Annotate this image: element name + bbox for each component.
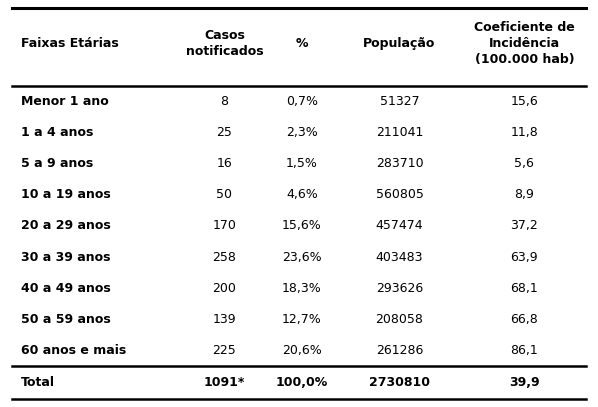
Text: População: População (363, 37, 436, 50)
Text: 208058: 208058 (376, 313, 423, 326)
Text: 30 a 39 anos: 30 a 39 anos (20, 250, 110, 263)
Text: 8,9: 8,9 (514, 188, 534, 201)
Text: 23,6%: 23,6% (282, 250, 322, 263)
Text: 20 a 29 anos: 20 a 29 anos (20, 219, 110, 232)
Text: Menor 1 ano: Menor 1 ano (20, 95, 108, 108)
Text: 225: 225 (212, 344, 236, 357)
Text: 16: 16 (216, 158, 232, 171)
Text: 211041: 211041 (376, 126, 423, 139)
Text: 139: 139 (212, 313, 236, 326)
Text: 2,3%: 2,3% (286, 126, 318, 139)
Text: 37,2: 37,2 (511, 219, 538, 232)
Text: 403483: 403483 (376, 250, 423, 263)
Text: 560805: 560805 (376, 188, 423, 201)
Text: Coeficiente de
Incidência
(100.000 hab): Coeficiente de Incidência (100.000 hab) (474, 21, 575, 66)
Text: 283710: 283710 (376, 158, 423, 171)
Text: 60 anos e mais: 60 anos e mais (20, 344, 126, 357)
Text: 4,6%: 4,6% (286, 188, 318, 201)
Text: 5,6: 5,6 (514, 158, 534, 171)
Text: 86,1: 86,1 (511, 344, 538, 357)
Text: 51327: 51327 (380, 95, 419, 108)
Text: Total: Total (20, 376, 54, 389)
Text: 66,8: 66,8 (511, 313, 538, 326)
Text: 11,8: 11,8 (511, 126, 538, 139)
Text: 15,6%: 15,6% (282, 219, 322, 232)
Text: 258: 258 (212, 250, 236, 263)
Text: 100,0%: 100,0% (276, 376, 328, 389)
Text: 50: 50 (216, 188, 233, 201)
Text: 261286: 261286 (376, 344, 423, 357)
Text: %: % (295, 37, 308, 50)
Text: 2730810: 2730810 (369, 376, 430, 389)
Text: 1091*: 1091* (204, 376, 245, 389)
Text: 50 a 59 anos: 50 a 59 anos (20, 313, 110, 326)
Text: 457474: 457474 (376, 219, 423, 232)
Text: 0,7%: 0,7% (286, 95, 318, 108)
Text: 39,9: 39,9 (509, 376, 539, 389)
Text: 5 a 9 anos: 5 a 9 anos (20, 158, 93, 171)
Text: 10 a 19 anos: 10 a 19 anos (20, 188, 110, 201)
Text: 293626: 293626 (376, 282, 423, 295)
Text: 15,6: 15,6 (511, 95, 538, 108)
Text: 200: 200 (212, 282, 236, 295)
Text: 1,5%: 1,5% (286, 158, 318, 171)
Text: 170: 170 (212, 219, 236, 232)
Text: Faixas Etárias: Faixas Etárias (20, 37, 118, 50)
Text: Casos
notificados: Casos notificados (185, 29, 263, 58)
Text: 25: 25 (216, 126, 232, 139)
Text: 8: 8 (221, 95, 228, 108)
Text: 1 a 4 anos: 1 a 4 anos (20, 126, 93, 139)
Text: 40 a 49 anos: 40 a 49 anos (20, 282, 110, 295)
Text: 12,7%: 12,7% (282, 313, 322, 326)
Text: 68,1: 68,1 (511, 282, 538, 295)
Text: 18,3%: 18,3% (282, 282, 322, 295)
Text: 20,6%: 20,6% (282, 344, 322, 357)
Text: 63,9: 63,9 (511, 250, 538, 263)
